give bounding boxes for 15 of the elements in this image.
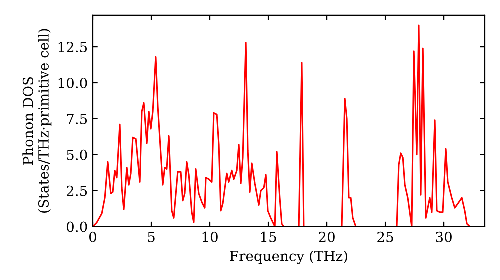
y-tick-label: 2.5 [66,186,88,196]
y-tick-label: 12.5 [58,42,88,53]
x-tick-label: 20 [319,232,335,242]
x-tick-label: 10 [202,232,218,242]
x-tick-label: 0 [89,232,96,242]
y-axis-title: Phonon DOS (States/THz·primitive cell) [22,29,52,213]
x-tick-label: 25 [378,232,394,242]
y-tick-label: 7.5 [67,114,88,124]
y-tick-label: 0.0 [66,222,88,232]
y-tick-label: 10.0 [58,78,88,88]
x-axis-title: Frequency (THz) [230,250,348,264]
x-tick-label: 5 [148,232,155,242]
y-tick-label: 5.0 [67,150,88,160]
x-tick-label: 30 [436,232,452,242]
x-tick-label: 15 [261,232,276,242]
